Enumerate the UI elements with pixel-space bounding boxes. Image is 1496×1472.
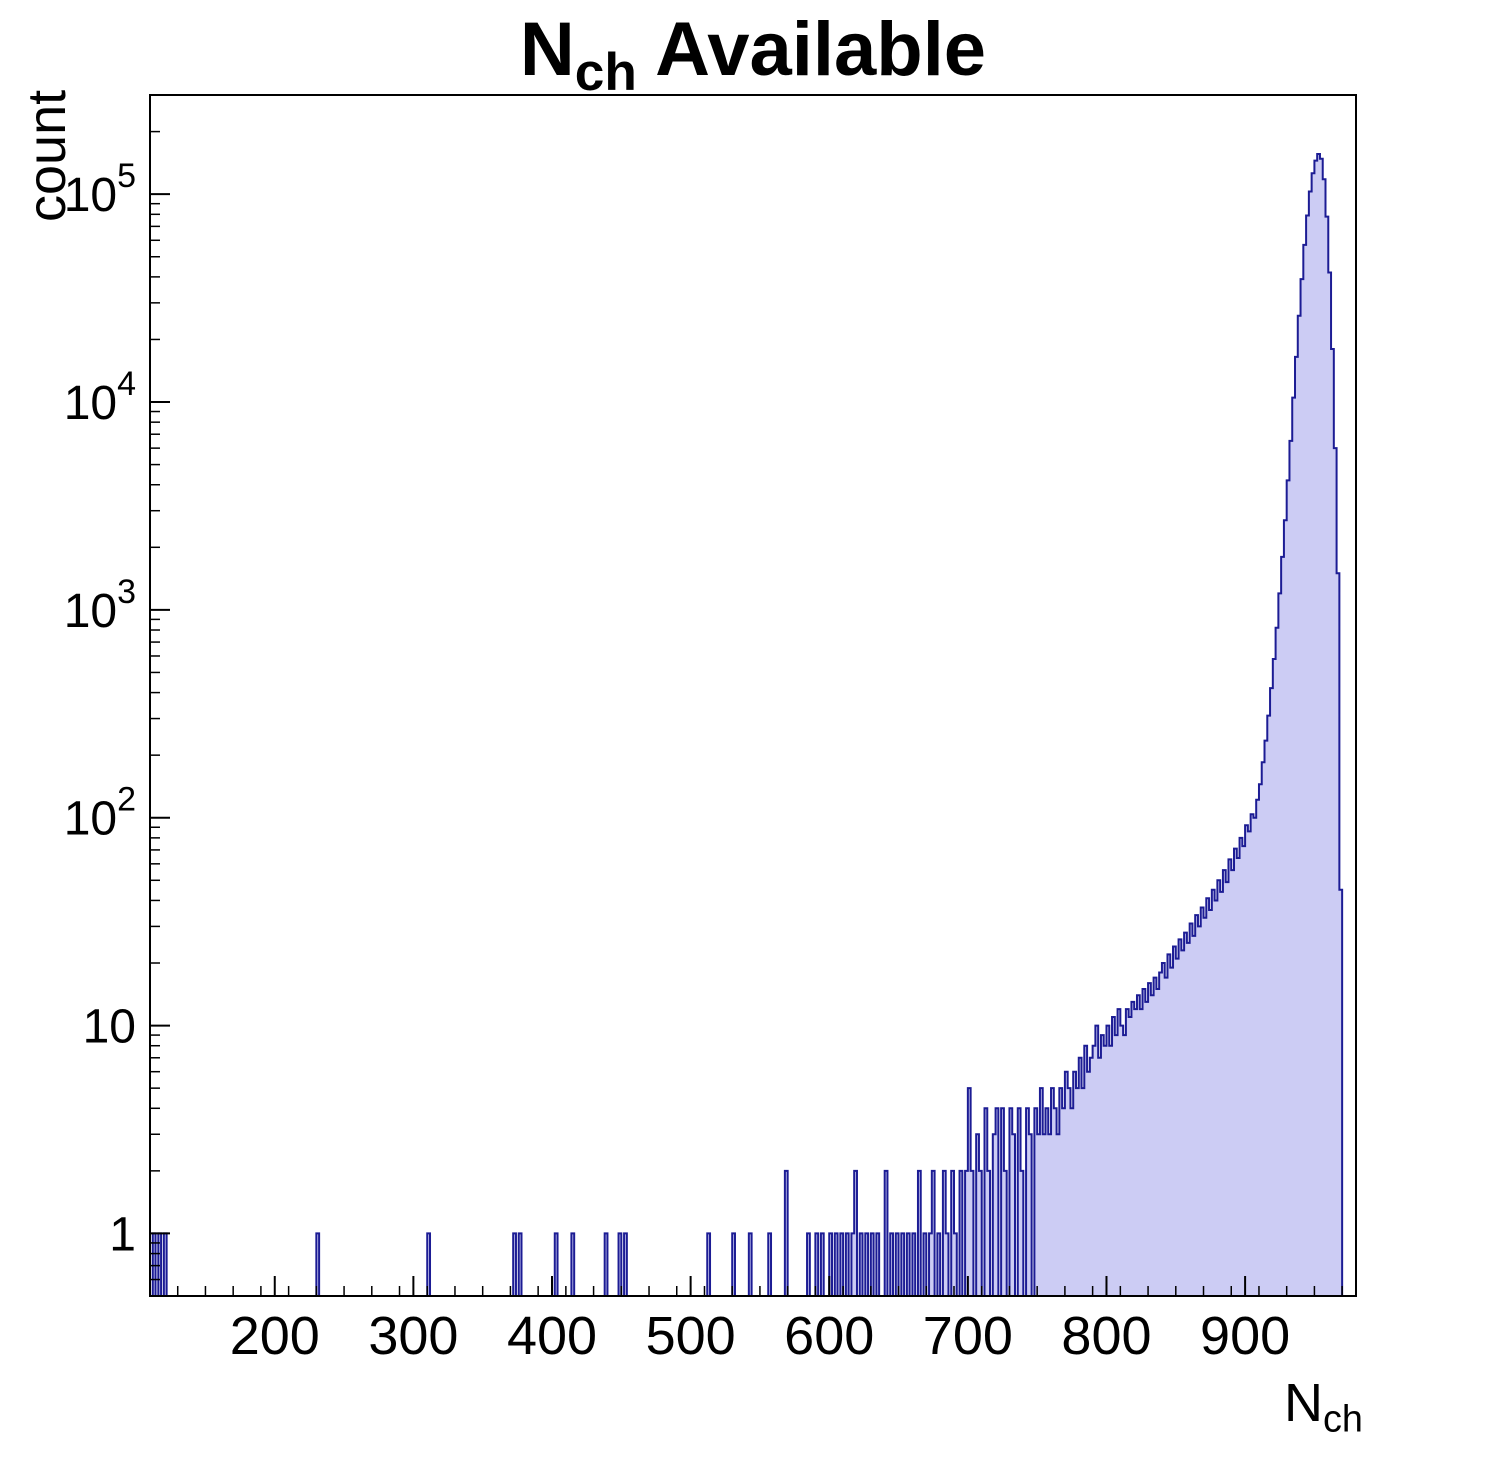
x-tick-label: 900 — [1200, 1306, 1290, 1366]
x-axis-label-subscript: ch — [1323, 1398, 1363, 1441]
histogram-fill — [150, 154, 1356, 1296]
x-tick-label: 600 — [784, 1306, 874, 1366]
x-tick-label: 700 — [923, 1306, 1013, 1366]
chart-title-main: N — [519, 7, 575, 92]
x-tick-label: 200 — [230, 1306, 320, 1366]
x-tick-label: 400 — [507, 1306, 597, 1366]
chart-title: Nch Available — [150, 6, 1356, 103]
x-tick-label: 800 — [1061, 1306, 1151, 1366]
chart-title-rest: Available — [636, 7, 987, 92]
y-tick-label: 103 — [64, 573, 136, 638]
x-axis-ticks — [176, 1276, 1343, 1296]
x-axis-label-main: N — [1284, 1373, 1323, 1433]
plot-frame — [149, 94, 1357, 1297]
y-tick-label: 102 — [64, 781, 136, 846]
y-tick-label: 10 — [83, 1001, 136, 1054]
chart-title-subscript: ch — [574, 42, 637, 102]
y-tick-label: 1 — [109, 1208, 136, 1261]
y-axis-tick-labels: 1 10 102 103 104 105 — [64, 157, 136, 1261]
histogram-line — [150, 153, 1356, 1297]
x-axis-tick-labels: 200 300 400 500 600 700 800 900 — [230, 1306, 1290, 1366]
y-tick-label: 104 — [64, 365, 136, 430]
x-axis-label: Nch — [1284, 1372, 1363, 1442]
x-tick-label: 500 — [646, 1306, 736, 1366]
y-axis-label: count — [17, 89, 77, 222]
y-axis-ticks — [150, 94, 170, 1297]
x-tick-label: 300 — [368, 1306, 458, 1366]
y-tick-label: 105 — [64, 157, 136, 222]
